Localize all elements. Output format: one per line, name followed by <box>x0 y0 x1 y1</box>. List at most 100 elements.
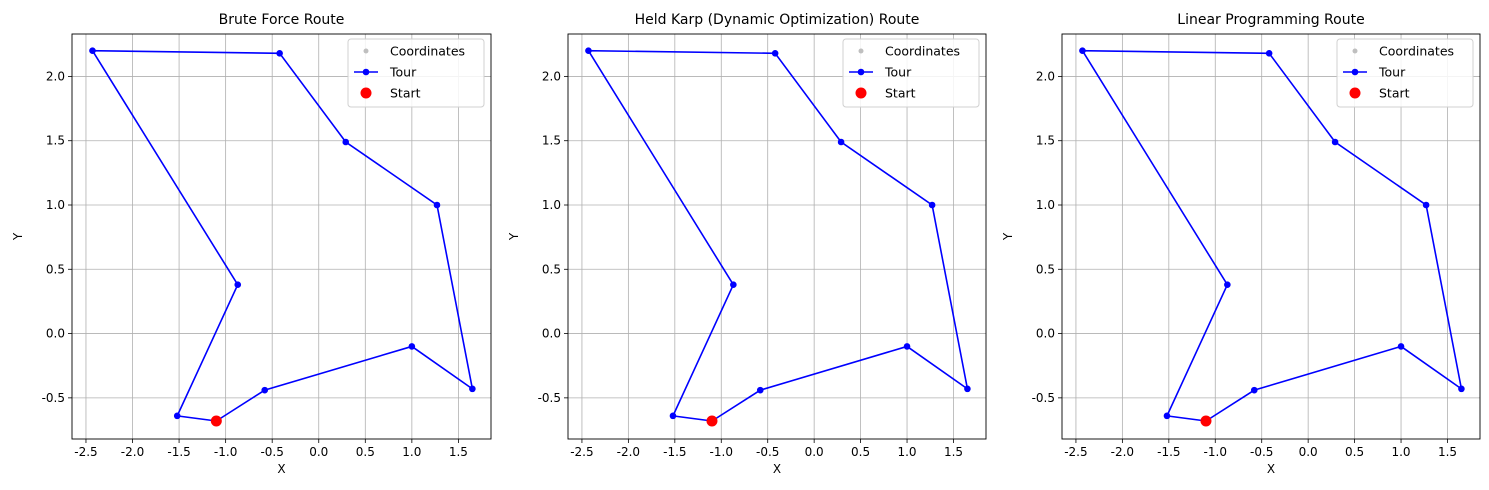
y-tick-label: 0.0 <box>1036 327 1055 341</box>
tour-point <box>669 412 677 420</box>
x-tick-label: 0.0 <box>309 445 328 459</box>
x-tick-label: -2.5 <box>570 445 593 459</box>
x-tick-label: -2.5 <box>74 445 97 459</box>
legend-box <box>842 38 980 108</box>
start-point <box>210 415 222 427</box>
legend-marker-tour <box>1351 68 1359 76</box>
tour-point <box>928 201 936 209</box>
tour-point <box>585 47 592 55</box>
x-tick-label: 1.5 <box>1438 445 1457 459</box>
legend: Coordinates Tour Start <box>842 38 980 108</box>
tour-point <box>1331 138 1339 146</box>
legend-label-start: Start <box>390 86 421 101</box>
tour-point <box>276 49 283 57</box>
x-tick-label: -2.5 <box>1064 445 1087 459</box>
tour-point <box>89 47 96 55</box>
x-axis-label: X <box>1267 462 1275 476</box>
x-tick-label: 1.5 <box>449 445 468 459</box>
x-tick-label: -1.5 <box>167 445 190 459</box>
x-tick-label: 0.5 <box>851 445 870 459</box>
tour-point <box>173 412 181 420</box>
y-tick-label: 2.0 <box>46 69 65 83</box>
x-tick-label: 1.0 <box>1391 445 1410 459</box>
start-point <box>1200 415 1212 427</box>
y-axis-label: Y <box>507 232 521 241</box>
y-tick-label: -0.5 <box>1032 391 1055 405</box>
legend-marker-start <box>855 87 867 99</box>
x-tick-label: 0.5 <box>356 445 375 459</box>
y-tick-label: 2.0 <box>1036 69 1055 83</box>
tour-point <box>1397 343 1405 350</box>
x-tick-label: 0.0 <box>805 445 824 459</box>
tour-point <box>1458 385 1465 393</box>
x-tick-label: -0.5 <box>756 445 779 459</box>
tour-point <box>433 201 441 209</box>
y-tick-label: 0.5 <box>1036 262 1055 276</box>
x-tick-label: -2.0 <box>121 445 144 459</box>
legend-label-tour: Tour <box>1378 65 1406 80</box>
x-tick-label: -2.0 <box>1111 445 1134 459</box>
x-tick-label: -0.5 <box>1250 445 1273 459</box>
y-tick-label: -0.5 <box>538 391 561 405</box>
legend-box <box>1336 38 1474 108</box>
x-tick-label: -0.5 <box>260 445 283 459</box>
y-axis-label: Y <box>11 232 25 241</box>
tour-point <box>964 385 971 393</box>
tour-point <box>1250 386 1258 394</box>
x-tick-label: -2.0 <box>617 445 640 459</box>
chart-title: Brute Force Route <box>219 12 345 28</box>
tour-point <box>1163 412 1171 420</box>
y-tick-label: 1.5 <box>1036 134 1055 148</box>
legend-label-start: Start <box>1379 86 1410 101</box>
tour-point <box>730 281 737 289</box>
y-tick-label: 0.0 <box>542 327 561 341</box>
x-tick-label: 1.0 <box>402 445 421 459</box>
legend-marker-coordinates <box>363 48 369 54</box>
tour-point <box>771 49 779 57</box>
y-tick-label: 1.0 <box>542 198 561 212</box>
y-tick-label: 1.5 <box>542 134 561 148</box>
y-tick-label: 2.0 <box>542 69 561 83</box>
tour-point <box>837 138 845 146</box>
tour-point <box>408 343 416 350</box>
axes-frame <box>567 33 987 440</box>
y-tick-label: 1.0 <box>46 198 65 212</box>
x-tick-label: -1.0 <box>1204 445 1227 459</box>
axes-frame <box>71 33 492 440</box>
legend-marker-coordinates <box>858 48 864 54</box>
legend-box <box>347 38 485 108</box>
legend-marker-tour <box>362 68 370 76</box>
x-tick-label: 0.5 <box>1345 445 1364 459</box>
x-tick-label: -1.5 <box>1157 445 1180 459</box>
legend-label-tour: Tour <box>389 65 417 80</box>
legend-marker-start <box>360 87 372 99</box>
y-tick-label: 1.0 <box>1036 198 1055 212</box>
tour-point <box>1265 49 1273 57</box>
x-tick-label: 0.0 <box>1299 445 1318 459</box>
legend-marker-tour <box>857 68 865 76</box>
x-tick-label: 1.5 <box>944 445 963 459</box>
tour-point <box>1224 281 1231 289</box>
tour-point <box>1079 47 1086 55</box>
chart-title: Linear Programming Route <box>1177 12 1364 28</box>
tour-point <box>903 343 911 350</box>
y-tick-label: 1.5 <box>46 134 65 148</box>
tour-point <box>342 138 350 146</box>
axes-frame <box>1061 33 1481 440</box>
x-tick-label: -1.5 <box>663 445 686 459</box>
legend-label-coordinates: Coordinates <box>390 44 465 59</box>
tour-point <box>469 385 476 393</box>
chart-panel-3: -2.5 -2.0 -1.5 -1.0 -0.5 0.0 0.5 1.0 1.5 -0.5 0.0 0… <box>1001 12 1481 476</box>
y-axis-label: Y <box>1001 232 1015 241</box>
chart-panel-2: -2.5 -2.0 -1.5 -1.0 -0.5 0.0 0.5 1.0 1.5 -0.5 0.0 0… <box>507 12 987 476</box>
y-tick-label: 0.0 <box>46 327 65 341</box>
legend-label-start: Start <box>885 86 916 101</box>
legend: Coordinates Tour Start <box>1336 38 1474 108</box>
x-axis-label: X <box>773 462 781 476</box>
y-tick-label: -0.5 <box>42 391 65 405</box>
x-tick-label: 1.0 <box>897 445 916 459</box>
legend: Coordinates Tour Start <box>347 38 485 108</box>
tour-point <box>756 386 764 394</box>
y-tick-label: 0.5 <box>46 262 65 276</box>
